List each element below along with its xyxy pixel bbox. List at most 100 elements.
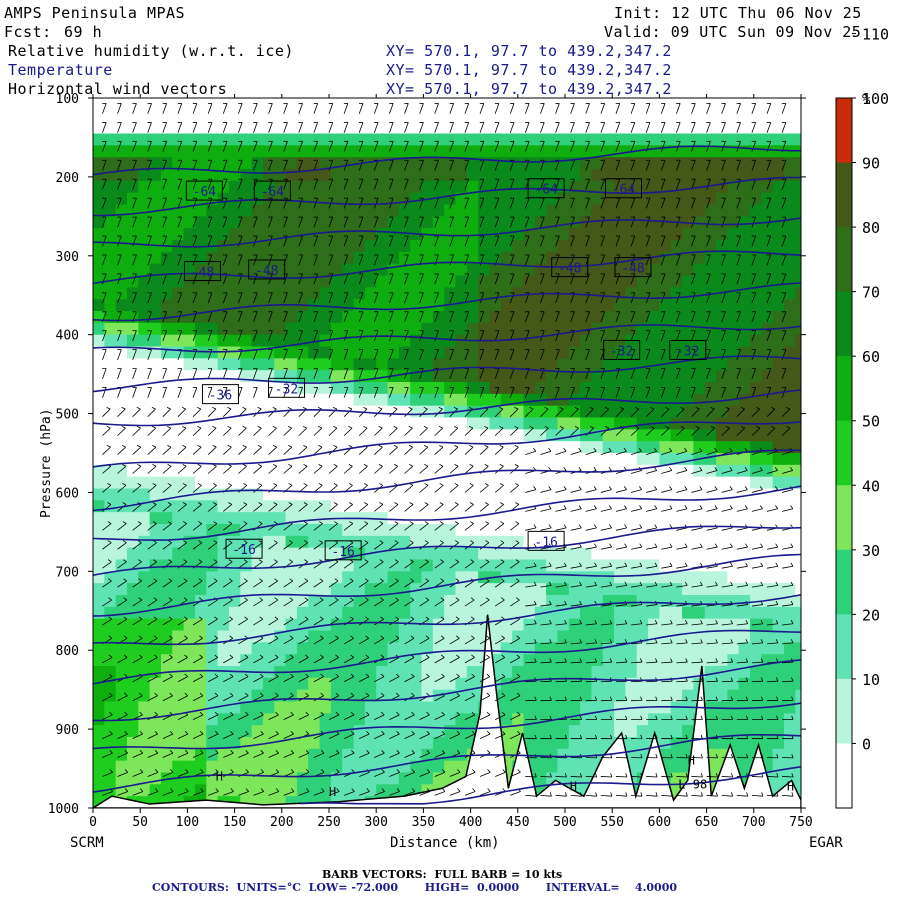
rh-cell xyxy=(455,476,468,490)
rh-cell xyxy=(716,441,728,454)
rh-cell xyxy=(364,642,377,655)
wind-barb xyxy=(147,446,157,455)
rh-cell xyxy=(568,405,581,419)
wind-barb xyxy=(162,676,173,683)
wind-barb xyxy=(328,676,339,683)
wind-barb xyxy=(298,504,308,512)
rh-cell xyxy=(387,571,400,584)
rh-cell xyxy=(342,263,355,277)
rh-cell xyxy=(251,322,264,336)
rh-cell xyxy=(183,204,196,217)
rh-cell xyxy=(727,251,740,265)
rh-cell xyxy=(217,476,230,490)
wind-barb xyxy=(222,311,228,323)
rh-cell xyxy=(274,334,287,348)
rh-cell xyxy=(546,228,559,241)
rh-cell xyxy=(172,642,185,655)
wind-barb xyxy=(177,657,188,664)
rh-cell xyxy=(659,370,672,383)
rh-cell xyxy=(761,358,774,371)
rh-cell xyxy=(308,311,321,324)
rh-cell xyxy=(591,287,604,300)
rh-cell xyxy=(455,441,468,454)
rh-cell xyxy=(489,535,502,549)
wind-barb xyxy=(328,311,334,323)
rh-cell xyxy=(228,595,241,608)
rh-cell xyxy=(500,689,513,703)
rh-cell xyxy=(240,689,253,703)
rh-cell xyxy=(659,524,672,537)
rh-cell xyxy=(670,169,683,182)
wind-barb-flag xyxy=(335,711,340,716)
wind-barb-flag xyxy=(287,425,292,429)
rh-cell xyxy=(602,382,615,395)
rh-cell xyxy=(512,405,525,419)
rh-cell xyxy=(160,618,173,632)
rh-cell xyxy=(432,192,445,206)
rh-cell xyxy=(557,701,570,714)
rh-cell xyxy=(115,358,128,371)
wind-barb xyxy=(313,141,319,152)
rh-cell xyxy=(568,535,581,549)
rh-cell xyxy=(761,666,774,679)
rh-cell xyxy=(772,630,785,643)
wind-barb xyxy=(268,141,273,152)
rh-cell xyxy=(636,725,649,738)
rh-cell xyxy=(126,512,139,525)
rh-cell xyxy=(591,228,604,241)
rh-cell xyxy=(217,571,230,584)
rh-cell xyxy=(648,180,660,194)
rh-cell xyxy=(194,713,207,726)
wind-barb xyxy=(343,141,349,152)
rh-cell xyxy=(115,322,128,336)
rh-cell xyxy=(534,358,547,371)
rh-cell xyxy=(795,109,801,123)
rh-cell xyxy=(319,571,332,584)
rh-cell xyxy=(784,275,796,288)
rh-cell xyxy=(228,677,241,691)
rh-cell xyxy=(296,429,309,442)
rh-cell xyxy=(183,441,196,454)
rh-cell xyxy=(149,559,162,572)
rh-cell xyxy=(636,642,649,655)
rh-cell xyxy=(262,169,275,182)
rh-cell xyxy=(364,228,377,241)
rh-cell xyxy=(432,713,445,726)
rh-cell xyxy=(716,370,728,383)
rh-cell xyxy=(772,109,785,123)
rh-cell xyxy=(466,216,479,229)
rh-cell xyxy=(727,287,740,300)
rh-cell xyxy=(512,251,525,265)
rh-cell xyxy=(795,464,801,478)
rh-cell xyxy=(636,464,649,478)
rh-cell xyxy=(568,145,581,158)
rh-cell xyxy=(523,417,536,430)
rh-cell xyxy=(330,299,343,312)
rh-cell xyxy=(580,630,593,643)
rh-cell xyxy=(568,169,581,182)
rh-cell xyxy=(410,784,423,797)
wind-barb-flag xyxy=(199,692,204,697)
rh-cell xyxy=(217,121,230,135)
rh-cell xyxy=(262,464,275,478)
rh-cell xyxy=(160,370,173,383)
rh-cell xyxy=(296,630,309,643)
wind-barb-flag xyxy=(275,711,279,716)
wind-barb xyxy=(253,292,258,304)
rh-cell xyxy=(330,737,343,750)
rh-cell xyxy=(319,393,332,407)
rh-cell xyxy=(614,370,627,383)
rh-cell xyxy=(478,500,491,513)
wind-barb-flag xyxy=(318,445,323,448)
rh-cell xyxy=(149,299,162,312)
rh-cell xyxy=(126,370,139,383)
rh-cell xyxy=(228,382,241,395)
wind-barb-flag xyxy=(258,559,263,563)
rh-cell xyxy=(523,701,536,714)
wind-barb-flag xyxy=(288,483,293,486)
rh-cell xyxy=(149,133,162,146)
rh-cell xyxy=(455,358,468,371)
rh-cell xyxy=(568,334,581,348)
rh-cell xyxy=(466,240,479,253)
